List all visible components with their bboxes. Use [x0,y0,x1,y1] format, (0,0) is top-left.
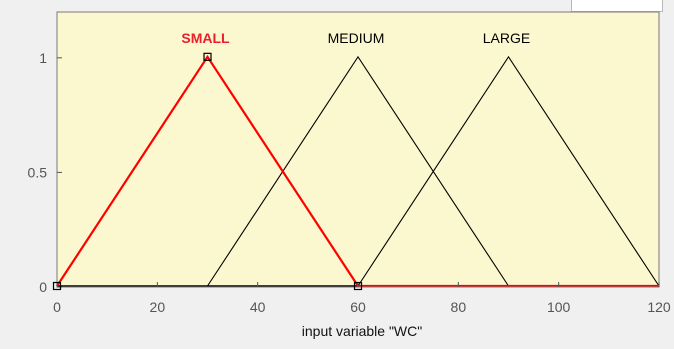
mf-small-label: SMALL [181,30,230,46]
tick-layer: 0 20 40 60 80 100 120 0 0.5 1 [28,50,671,315]
mf-medium-label: MEDIUM [328,30,385,46]
vertex-handle[interactable] [52,281,62,291]
x-tick-label: 0 [53,299,61,315]
x-tick-label: 80 [451,299,467,315]
x-tick-label: 40 [250,299,266,315]
mf-small-line[interactable] [56,54,659,288]
x-tick-label: 120 [647,299,671,315]
mf-large-label: LARGE [483,30,530,46]
series-label-layer: SMALL MEDIUM LARGE [181,30,530,46]
x-axis-label: input variable "WC" [302,323,422,339]
y-tick-label: 0.5 [28,164,48,180]
vertex-handle[interactable] [203,52,212,61]
x-tick-label: 20 [150,299,166,315]
y-tick-label: 1 [39,50,47,66]
mf-large-line[interactable] [357,55,660,287]
x-tick-label: 60 [350,299,366,315]
handle-layer [52,52,363,291]
y-tick-label: 0 [39,279,47,295]
vertex-handle[interactable] [353,281,363,291]
mf-medium-line[interactable] [207,55,509,287]
x-tick-label: 100 [547,299,571,315]
